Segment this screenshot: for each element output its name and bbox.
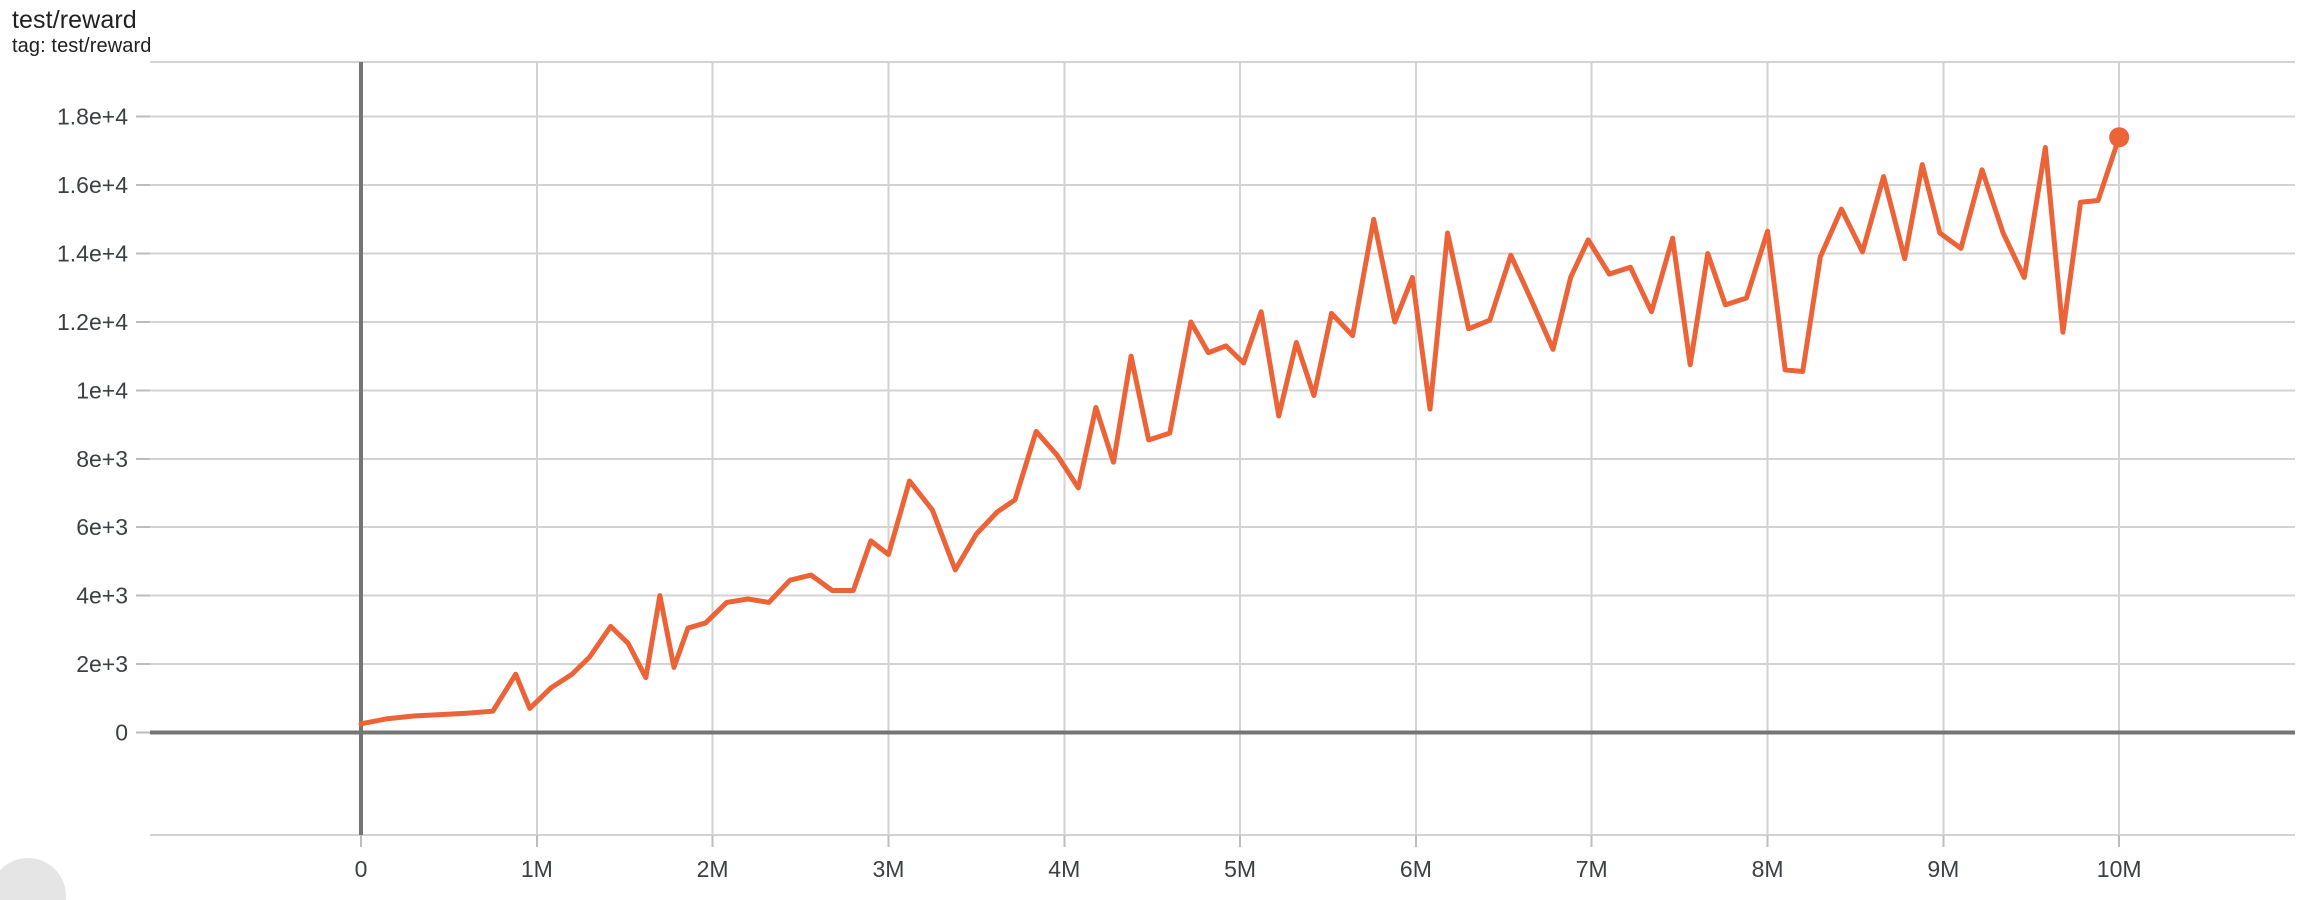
y-tick-label: 0 [115,719,128,745]
x-tick-label: 7M [1576,856,1608,882]
last-point-marker[interactable] [2109,127,2130,148]
y-tick-label: 1.6e+4 [57,172,128,198]
x-tick-label: 4M [1048,856,1080,882]
page-title: test/reward [12,6,137,34]
x-axis-tick-labels: 0 1M 2M 3M 4M 5M 6M 7M 8M 9M 10M [355,856,2142,882]
vertical-gridlines [359,62,2121,847]
y-tick-label: 4e+3 [76,583,128,609]
x-tick-label: 3M [872,856,904,882]
chart-header: test/reward tag: test/reward [12,6,151,57]
y-tick-label: 1.8e+4 [57,104,128,130]
x-tick-label: 1M [521,856,553,882]
x-tick-label: 9M [1927,856,1959,882]
axis-lines [150,62,2295,835]
y-tick-label: 1e+4 [76,377,128,403]
y-tick-label: 1.2e+4 [57,309,128,335]
x-tick-label: 8M [1752,856,1784,882]
y-axis-tick-labels: 0 2e+3 4e+3 6e+3 8e+3 1e+4 1.2e+4 1.4e+4 1.6e+4 1… [57,104,128,746]
chart-tag-label: tag: test/reward [12,35,152,57]
y-tick-label: 8e+3 [76,446,128,472]
x-tick-label: 10M [2097,856,2142,882]
x-tick-label: 0 [355,856,368,882]
y-tick-label: 1.4e+4 [57,241,128,267]
y-tick-label: 2e+3 [76,651,128,677]
y-tick-label: 6e+3 [76,514,128,540]
x-tick-label: 6M [1400,856,1432,882]
x-tick-label: 5M [1224,856,1256,882]
horizontal-gridlines [136,61,2295,836]
x-tick-label: 2M [697,856,729,882]
series-line-test-reward[interactable] [358,134,2122,727]
